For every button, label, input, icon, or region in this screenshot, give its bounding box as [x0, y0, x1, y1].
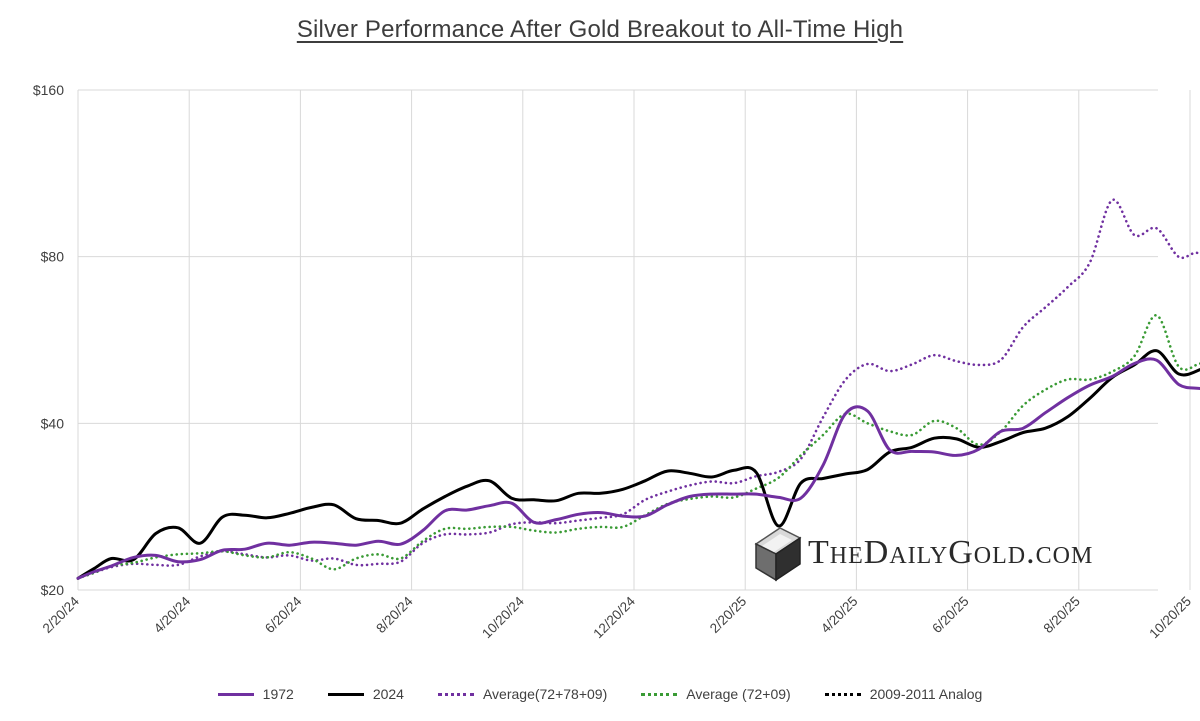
y-tick-label: $160 [33, 82, 64, 98]
series-line-2024 [76, 349, 1200, 580]
grid-layer [77, 89, 1191, 591]
legend-swatch [824, 692, 861, 696]
legend-item: 2024 [327, 686, 404, 702]
legend-item: Average (72+09) [641, 686, 791, 702]
watermark-text: TheDailyGold.com [808, 534, 1094, 571]
x-tick-label: 4/20/25 [818, 594, 860, 636]
x-tick-label: 6/20/24 [262, 593, 305, 636]
y-tick-label: $80 [41, 249, 65, 265]
x-tick-label: 8/20/24 [373, 593, 416, 636]
legend-label: Average (72+09) [686, 686, 791, 702]
x-tick-label: 12/20/24 [590, 593, 638, 641]
legend-item: 2009-2011 Analog [824, 686, 983, 702]
legend-swatch [437, 692, 474, 696]
x-tick-label: 6/20/25 [929, 594, 971, 636]
series-line-average-72-78-09 [76, 198, 1200, 580]
legend-swatch [217, 692, 254, 696]
chart-title: Silver Performance After Gold Breakout t… [296, 16, 904, 43]
x-tick-label: 8/20/25 [1040, 594, 1082, 636]
watermark: TheDailyGold.com [750, 520, 1170, 590]
legend-swatch [641, 692, 678, 696]
legend-item: 1972 [217, 686, 294, 702]
legend-label: 1972 [262, 686, 294, 702]
legend-label: 2024 [372, 686, 404, 702]
chart-legend: 1972 2024 Average(72+78+09) Average (72+09)… [0, 686, 1200, 702]
x-tick-label: 10/20/24 [479, 593, 527, 641]
x-tick-label: 2/20/24 [40, 593, 83, 636]
x-tick-label: 4/20/24 [151, 593, 194, 636]
x-tick-label: 2/20/25 [707, 594, 749, 636]
legend-swatch [327, 692, 364, 696]
y-axis-ticks: $20 $40 $80 $160 [33, 82, 64, 598]
legend-label: Average(72+78+09) [482, 686, 608, 702]
legend-label: 2009-2011 Analog [869, 686, 983, 702]
x-axis-ticks: 2/20/24 4/20/24 6/20/24 8/20/24 10/20/24 12/2… [40, 593, 1194, 642]
y-tick-label: $40 [41, 415, 65, 431]
x-tick-label: 10/20/25 [1146, 594, 1194, 642]
legend-item: Average(72+78+09) [437, 686, 608, 702]
series-line-1972 [76, 357, 1200, 580]
series-layer [76, 198, 1200, 580]
y-tick-label: $20 [41, 582, 65, 598]
gold-bar-logo-icon [754, 527, 802, 582]
